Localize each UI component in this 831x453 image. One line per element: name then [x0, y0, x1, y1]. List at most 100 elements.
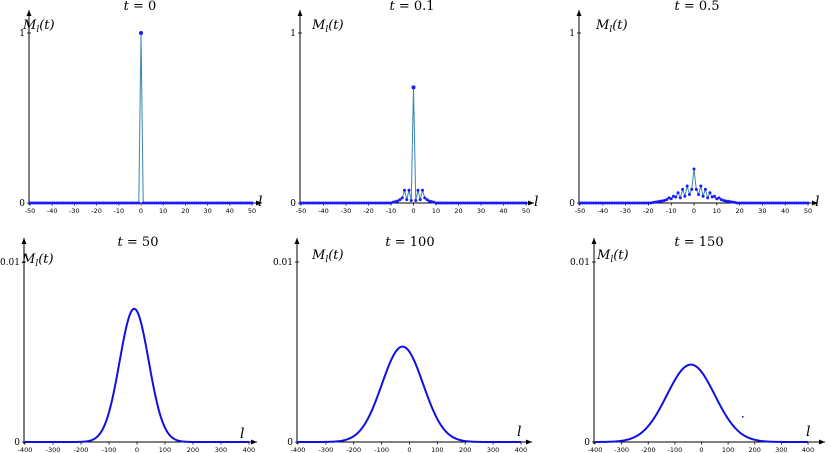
data-point: [362, 201, 366, 205]
x-tick-label: -30: [620, 207, 631, 215]
data-point: [418, 198, 422, 202]
data-point: [497, 201, 501, 205]
data-point: [333, 201, 337, 205]
y-axis-label: Ml(t): [311, 248, 344, 265]
data-point: [461, 201, 465, 205]
data-point: [110, 201, 114, 205]
data-point: [389, 201, 393, 205]
data-point: [324, 201, 328, 205]
data-point: [776, 201, 780, 205]
data-point: [751, 201, 755, 205]
chart-panel-6: -400 -300 -200 -100 0 100 200 300 400 0 0.01 t = 15…: [570, 235, 825, 453]
x-axis-label: l: [534, 194, 538, 210]
data-point: [502, 201, 505, 205]
data-point: [344, 201, 348, 205]
data-point: [692, 167, 696, 171]
data-point: [701, 194, 705, 198]
x-axis-arrow: [819, 439, 825, 445]
data-point: [405, 198, 409, 202]
x-tick-label: -50: [25, 207, 36, 215]
x-tick-label: -200: [346, 446, 361, 453]
data-point: [683, 194, 687, 198]
x-tick-label: 0: [411, 207, 415, 215]
data-point: [214, 201, 218, 205]
data-point: [75, 201, 79, 205]
data-point: [735, 201, 739, 205]
data-point: [308, 201, 312, 205]
data-point: [223, 201, 227, 205]
data-point: [758, 201, 762, 205]
data-point: [795, 201, 799, 205]
data-point: [135, 201, 139, 205]
data-point: [788, 201, 792, 205]
data-point: [170, 201, 174, 205]
data-point: [155, 201, 159, 205]
data-point: [644, 201, 648, 205]
data-point: [61, 201, 65, 205]
data-point: [490, 201, 494, 205]
x-tick-label: -100: [374, 446, 389, 453]
x-tick-label: -10: [386, 207, 397, 215]
chart-title: t = 0.1: [389, 0, 434, 14]
data-point: [511, 201, 514, 205]
x-tick-label: 50: [804, 207, 812, 215]
x-tick-label: 0: [692, 207, 696, 215]
data-point: [594, 201, 598, 205]
data-point: [640, 201, 644, 205]
data-point: [517, 201, 521, 205]
x-tick-label: -30: [69, 207, 80, 215]
data-point: [306, 201, 310, 205]
chart-panel-4: -400 -300 -200 -100 0 100 200 300 400 0 0.01 t = 50…: [0, 235, 257, 453]
data-point: [99, 201, 103, 205]
x-axis-arrow: [526, 439, 532, 445]
data-point: [614, 201, 618, 205]
data-point: [749, 201, 753, 205]
x-tick-label: 400: [515, 446, 527, 453]
x-tick-label: -40: [597, 207, 608, 215]
data-point: [210, 201, 214, 205]
data-point: [697, 193, 701, 196]
data-point: [44, 201, 48, 205]
data-point: [301, 201, 305, 205]
x-tick-label: -10: [666, 207, 677, 215]
data-point: [66, 201, 70, 205]
data-point: [317, 201, 321, 205]
data-point: [665, 198, 669, 202]
x-tick-label: 30: [477, 207, 485, 215]
data-point: [226, 201, 230, 205]
data-point: [635, 201, 639, 205]
data-point: [513, 201, 517, 205]
x-tick-label: 400: [802, 446, 814, 453]
x-tick-label: 0: [135, 446, 139, 453]
data-point: [488, 201, 492, 205]
y-axis-label: Ml(t): [596, 248, 629, 265]
data-point: [806, 201, 810, 205]
y-tick-label: 0: [569, 199, 575, 209]
data-point: [239, 201, 243, 205]
y-tick-label: 0: [290, 199, 296, 209]
data-point: [662, 198, 666, 202]
data-point: [477, 201, 481, 205]
data-point: [95, 201, 99, 205]
data-point: [504, 201, 508, 205]
x-tick-label: -400: [18, 446, 33, 453]
data-point: [649, 201, 653, 205]
y-tick-label: 0.01: [273, 258, 293, 268]
data-point: [804, 201, 808, 205]
data-point: [621, 201, 625, 205]
data-point: [587, 201, 591, 205]
data-point: [728, 200, 732, 204]
y-axis-label: Ml(t): [311, 18, 344, 35]
data-point: [157, 201, 161, 205]
x-tick-label: -10: [113, 207, 124, 215]
data-point: [495, 201, 499, 205]
data-point: [452, 201, 456, 205]
data-point: [64, 201, 68, 205]
data-point: [596, 201, 600, 205]
data-point: [421, 188, 424, 192]
data-point: [630, 201, 634, 205]
x-axis-arrow: [528, 200, 534, 206]
data-point: [376, 201, 379, 205]
data-point: [589, 201, 593, 205]
x-tick-label: -300: [318, 446, 333, 453]
